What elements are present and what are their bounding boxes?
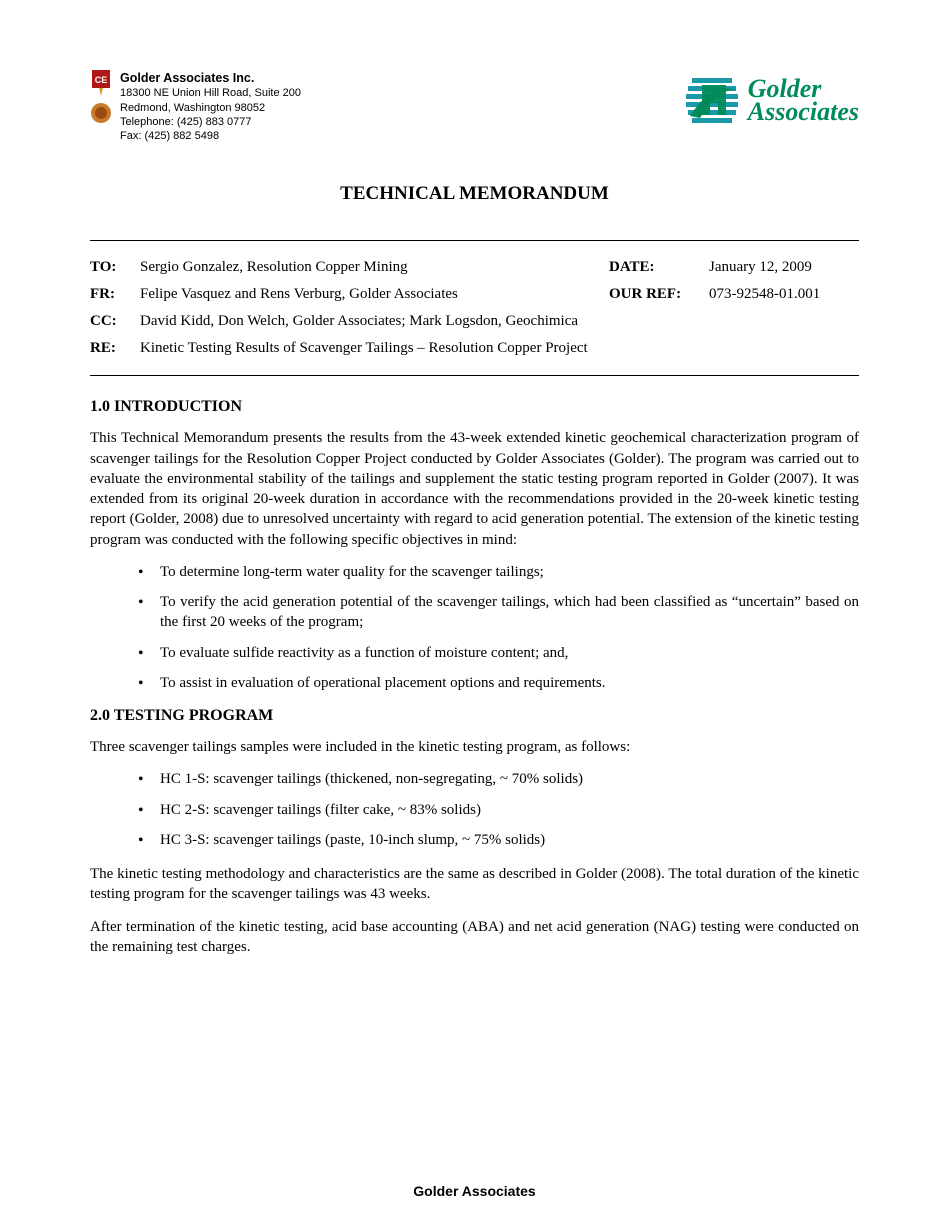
section-2-paragraph-1: Three scavenger tailings samples were in…	[90, 737, 859, 757]
section-2-bullets: HC 1-S: scavenger tailings (thickened, n…	[90, 769, 859, 850]
company-address: Golder Associates Inc. 18300 NE Union Hi…	[120, 70, 301, 143]
list-item: HC 3-S: scavenger tailings (paste, 10-in…	[160, 830, 859, 850]
meta-row-re: RE: Kinetic Testing Results of Scavenger…	[90, 340, 859, 357]
badge-bottom-icon	[90, 100, 112, 126]
globe-icon	[682, 70, 742, 130]
company-address-line1: 18300 NE Union Hill Road, Suite 200	[120, 86, 301, 100]
section-1-bullets: To determine long-term water quality for…	[90, 562, 859, 693]
meta-row-fr: FR: Felipe Vasquez and Rens Verburg, Gol…	[90, 286, 859, 303]
company-address-line2: Redmond, Washington 98052	[120, 101, 301, 115]
list-item: To assist in evaluation of operational p…	[160, 673, 859, 693]
section-2-paragraph-2: The kinetic testing methodology and char…	[90, 864, 859, 905]
ref-value: 073-92548-01.001	[709, 286, 859, 303]
cc-label: CC:	[90, 313, 140, 330]
page-footer: Golder Associates	[0, 1183, 949, 1199]
logo-text-line2: Associates	[748, 100, 859, 123]
company-phone: Telephone: (425) 883 0777	[120, 115, 301, 129]
company-block: CE Golder Associates Inc. 18300 NE Union…	[90, 70, 301, 143]
badge-column: CE	[90, 70, 112, 143]
letterhead: CE Golder Associates Inc. 18300 NE Union…	[90, 70, 859, 143]
document-title: TECHNICAL MEMORANDUM	[90, 183, 859, 205]
meta-row-to: TO: Sergio Gonzalez, Resolution Copper M…	[90, 259, 859, 276]
section-1-heading: 1.0 INTRODUCTION	[90, 398, 859, 416]
list-item: HC 2-S: scavenger tailings (filter cake,…	[160, 800, 859, 820]
badge-top-icon: CE	[90, 70, 112, 96]
date-value: January 12, 2009	[709, 259, 859, 276]
divider-bottom	[90, 375, 859, 376]
section-2-heading: 2.0 TESTING PROGRAM	[90, 707, 859, 725]
fr-label: FR:	[90, 286, 140, 303]
company-fax: Fax: (425) 882 5498	[120, 129, 301, 143]
date-label: DATE:	[609, 259, 709, 276]
list-item: To evaluate sulfide reactivity as a func…	[160, 643, 859, 663]
list-item: To determine long-term water quality for…	[160, 562, 859, 582]
svg-text:CE: CE	[95, 75, 108, 85]
section-2-paragraph-3: After termination of the kinetic testing…	[90, 917, 859, 958]
cc-value: David Kidd, Don Welch, Golder Associates…	[140, 313, 859, 330]
to-value: Sergio Gonzalez, Resolution Copper Minin…	[140, 259, 609, 276]
ref-label: OUR REF:	[609, 286, 709, 303]
list-item: HC 1-S: scavenger tailings (thickened, n…	[160, 769, 859, 789]
logo-text: Golder Associates	[748, 77, 859, 124]
to-label: TO:	[90, 259, 140, 276]
re-label: RE:	[90, 340, 140, 357]
section-introduction: 1.0 INTRODUCTION This Technical Memorand…	[90, 398, 859, 693]
section-1-paragraph: This Technical Memorandum presents the r…	[90, 428, 859, 550]
re-value: Kinetic Testing Results of Scavenger Tai…	[140, 340, 859, 357]
logo: Golder Associates	[682, 70, 859, 130]
memo-metadata: TO: Sergio Gonzalez, Resolution Copper M…	[90, 241, 859, 375]
fr-value: Felipe Vasquez and Rens Verburg, Golder …	[140, 286, 609, 303]
company-name: Golder Associates Inc.	[120, 70, 301, 86]
meta-row-cc: CC: David Kidd, Don Welch, Golder Associ…	[90, 313, 859, 330]
section-testing-program: 2.0 TESTING PROGRAM Three scavenger tail…	[90, 707, 859, 957]
list-item: To verify the acid generation potential …	[160, 592, 859, 633]
